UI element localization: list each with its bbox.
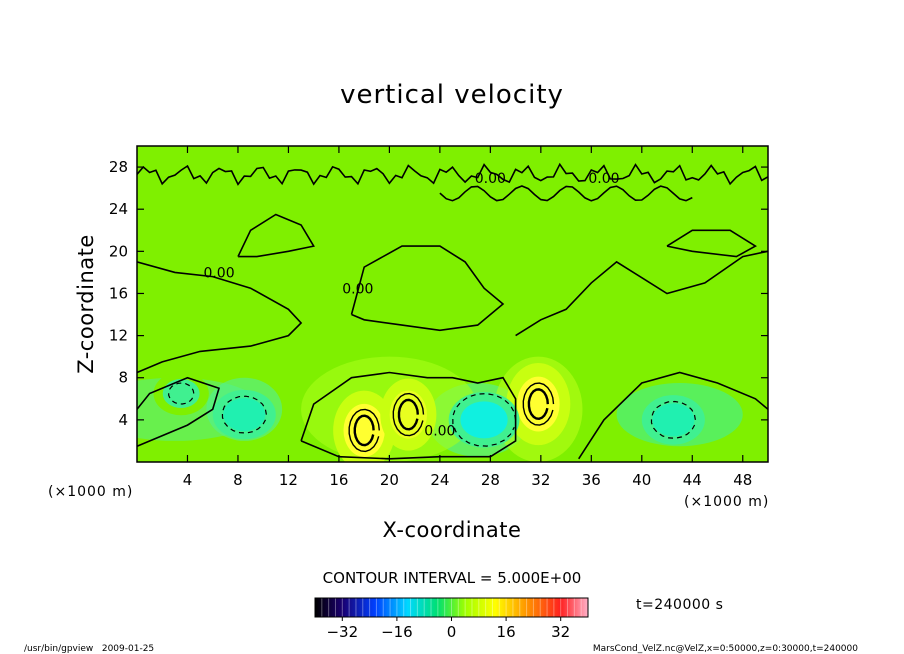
zero-contour-top xyxy=(137,162,768,186)
x-tick-label: 12 xyxy=(279,471,298,489)
y-axis-label: Z-coordinate xyxy=(74,234,98,374)
zero-contour-loop xyxy=(237,213,315,258)
chart-title: vertical velocity xyxy=(340,80,564,110)
contour-label: 0.00 xyxy=(424,424,455,440)
x-axis: 4 8 12 16 20 24 28 32 36 40 44 48 xyxy=(183,146,752,489)
colorbar-tick-label: −32 xyxy=(326,623,358,641)
plot-area: 0.00 0.00 0.00 0.00 0.00 xyxy=(137,146,768,462)
x-tick-label: 4 xyxy=(183,471,193,489)
negative-contour xyxy=(452,392,517,447)
x-tick-label: 16 xyxy=(329,471,348,489)
colorbar-ramp xyxy=(315,598,588,617)
colorbar-tick-label: 32 xyxy=(551,623,570,641)
zero-contour-lower-left xyxy=(137,376,220,447)
negative-contour xyxy=(168,382,195,405)
positive-contour-inner xyxy=(527,388,549,421)
colorbar: −32 −16 0 16 32 xyxy=(314,597,589,641)
footer-right: MarsCond_VelZ.nc@VelZ,x=0:50000,z=0:3000… xyxy=(593,644,858,654)
y-tick-label: 16 xyxy=(109,284,128,302)
downdraft-core xyxy=(223,398,266,432)
x-tick-label: 28 xyxy=(481,471,500,489)
contour-label: 0.00 xyxy=(588,171,619,187)
plot-frame xyxy=(136,145,769,463)
y-tick-label: 20 xyxy=(109,242,128,260)
updraft-core xyxy=(389,390,428,439)
zero-contour-center xyxy=(350,245,505,332)
x-tick-label: 8 xyxy=(233,471,243,489)
x-tick-label: 44 xyxy=(683,471,702,489)
x-tick-label: 36 xyxy=(582,471,601,489)
contour-lines xyxy=(137,162,768,460)
y-tick-label: 24 xyxy=(109,200,128,218)
contour-label: 0.00 xyxy=(203,266,234,282)
x-tick-label: 20 xyxy=(380,471,399,489)
y-tick-label: 8 xyxy=(118,369,128,387)
y-tick-label: 28 xyxy=(109,158,128,176)
x-tick-label: 40 xyxy=(632,471,651,489)
zero-contour-lower-right xyxy=(578,371,768,460)
zero-contour-right xyxy=(515,250,768,337)
time-label: t=240000 s xyxy=(636,597,723,613)
contour-labels: 0.00 0.00 0.00 0.00 0.00 xyxy=(203,171,619,440)
positive-contour xyxy=(522,382,555,426)
colorbar-tick-label: −16 xyxy=(381,623,413,641)
x-tick-label: 32 xyxy=(531,471,550,489)
x-unit-label-left: (×1000 m) xyxy=(48,484,133,500)
contour-label: 0.00 xyxy=(475,171,506,187)
x-tick-label: 48 xyxy=(733,471,752,489)
positive-contour xyxy=(348,408,380,453)
downdraft-core xyxy=(652,403,695,437)
y-tick-label: 12 xyxy=(109,327,128,345)
colorbar-stripes xyxy=(321,598,582,617)
positive-contour xyxy=(392,392,425,437)
contour-interval-label: CONTOUR INTERVAL = 5.000E+00 xyxy=(323,569,582,587)
footer-left: /usr/bin/gpview 2009-01-25 xyxy=(24,644,154,654)
zero-contour-lower xyxy=(300,371,517,460)
negative-contour xyxy=(221,395,267,434)
x-tick-label: 24 xyxy=(430,471,449,489)
zero-contour-left xyxy=(137,261,303,374)
negative-contour xyxy=(650,400,696,439)
positive-contour-inner xyxy=(353,414,375,447)
x-unit-label-right: (×1000 m) xyxy=(684,494,769,510)
y-tick-label: 4 xyxy=(118,411,128,429)
positive-contour-inner xyxy=(397,398,419,431)
x-axis-label: X-coordinate xyxy=(383,518,522,542)
updraft-core xyxy=(343,403,385,457)
downdraft-core xyxy=(460,401,508,439)
contour-label: 0.00 xyxy=(342,281,373,297)
colorbar-tick-label: 16 xyxy=(497,623,516,641)
y-axis: 4 8 12 16 20 24 28 xyxy=(109,158,768,429)
colorbar-ticks: −32 −16 0 16 32 xyxy=(326,617,570,641)
zero-contour-loop-right xyxy=(666,229,757,258)
colorbar-tick-label: 0 xyxy=(447,623,457,641)
zero-contour-upper xyxy=(439,185,693,202)
